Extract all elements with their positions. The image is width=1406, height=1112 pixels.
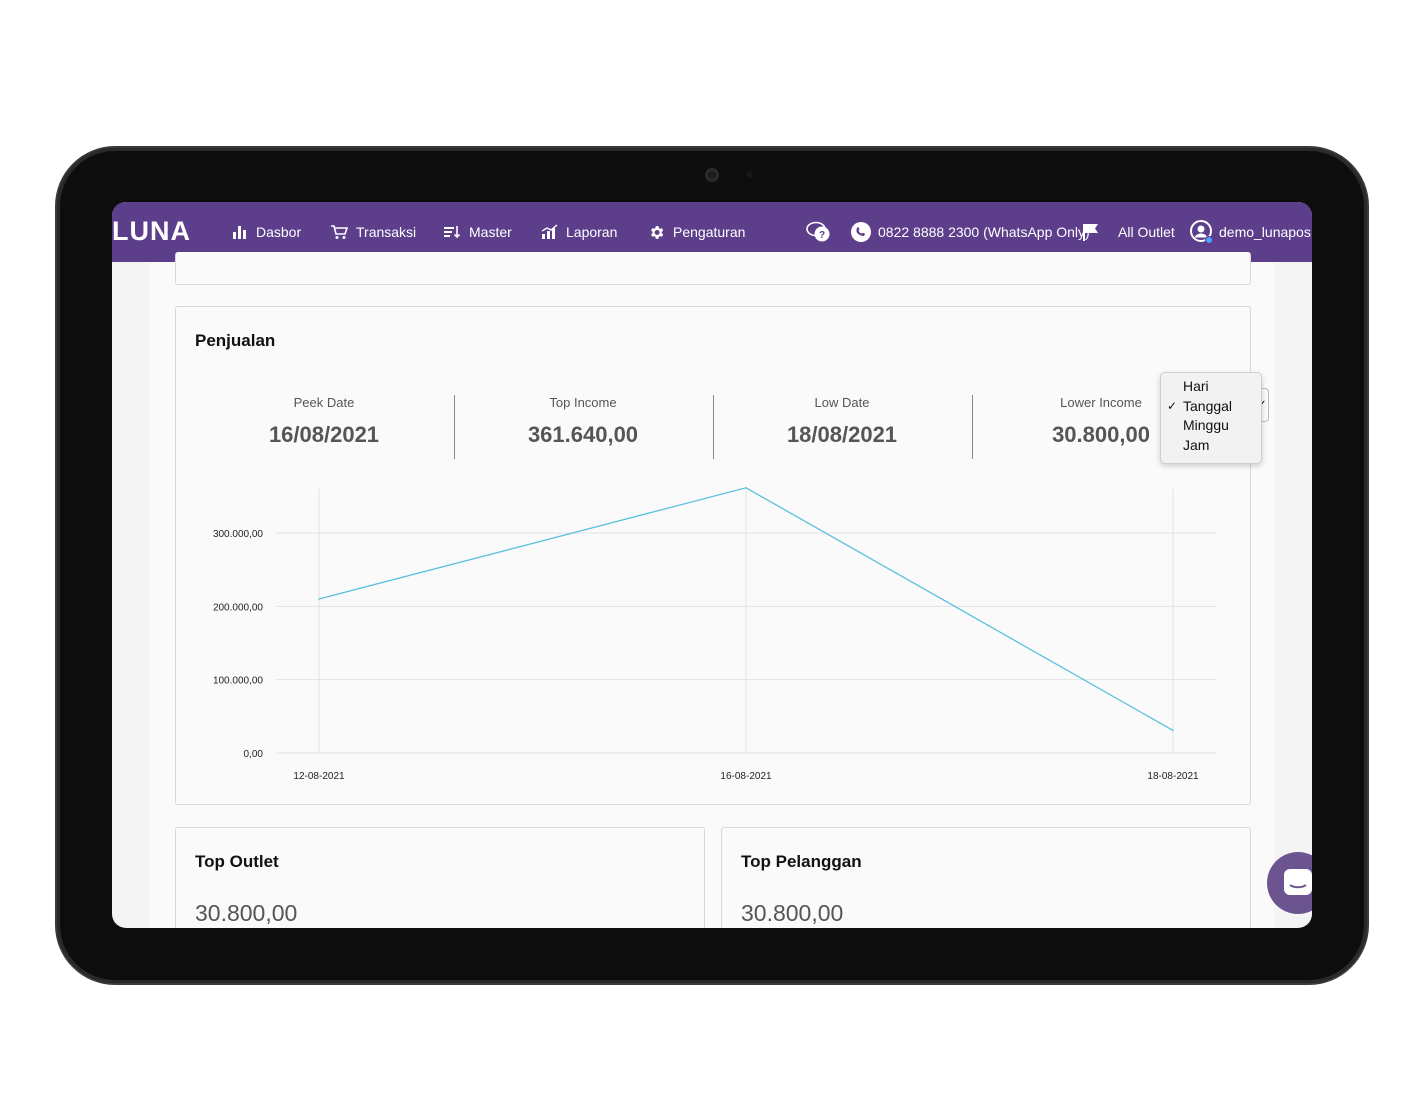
report-chart-icon [541, 224, 558, 239]
x-tick-label: 18-08-2021 [1147, 771, 1199, 782]
sales-data-point [745, 486, 747, 489]
gear-icon [651, 225, 664, 239]
y-tick-label: 300.000,00 [213, 529, 263, 540]
nav-dasbor[interactable]: Dasbor [232, 202, 301, 262]
checkmark-icon: ✓ [1167, 398, 1178, 413]
cart-icon [331, 225, 348, 239]
period-option-hari[interactable]: Hari [1161, 377, 1261, 397]
period-option-minggu[interactable]: Minggu [1161, 416, 1261, 436]
sales-card-title: Penjualan [195, 331, 276, 350]
whatsapp-icon [851, 222, 871, 242]
x-tick-label: 16-08-2021 [720, 771, 772, 782]
outlet-filter[interactable]: All Outlet [1118, 202, 1175, 262]
stat-divider [454, 395, 455, 459]
help-button[interactable]: ? [806, 202, 832, 262]
x-tick-label: 12-08-2021 [293, 771, 345, 782]
flag-icon [1083, 224, 1098, 241]
period-dropdown[interactable]: Hari ✓ Tanggal Minggu Jam [1160, 372, 1262, 464]
y-tick-label: 100.000,00 [213, 676, 263, 687]
chat-icon [1284, 869, 1312, 895]
stat-label: Low Date [814, 395, 870, 410]
y-tick-label: 0,00 [244, 749, 264, 760]
top-customer-card: Top Pelanggan 30.800,00 [721, 827, 1251, 928]
option-label: Hari [1183, 378, 1209, 394]
luna-logo[interactable]: LUNA [112, 216, 191, 246]
nav-pengaturan-label: Pengaturan [673, 224, 746, 240]
live-chat-button[interactable] [1267, 852, 1312, 914]
period-option-tanggal[interactable]: ✓ Tanggal [1161, 397, 1261, 417]
outlet-filter-label: All Outlet [1118, 224, 1175, 240]
y-tick-label: 200.000,00 [213, 602, 263, 613]
top-outlet-title: Top Outlet [195, 852, 279, 871]
whatsapp-contact[interactable]: 0822 8888 2300 (WhatsApp Only) [850, 202, 1090, 262]
stat-divider [972, 395, 973, 459]
top-customer-title: Top Pelanggan [741, 852, 862, 871]
sales-line-chart: 0,00 100.000,00 200.000,00 300.000,00 12-08-… [213, 486, 1216, 782]
period-option-jam[interactable]: Jam [1161, 436, 1261, 456]
stat-low-date: Low Date 18/08/2021 [713, 395, 971, 448]
stat-value: 18/08/2021 [786, 422, 898, 447]
bar-chart-icon [233, 226, 246, 239]
sales-data-point [1172, 729, 1174, 732]
top-outlet-value: 30.800,00 [195, 900, 298, 926]
nav-master[interactable]: Master [444, 202, 512, 262]
stat-top-income: Top Income 361.640,00 [454, 395, 712, 448]
stat-label: Lower Income [1060, 395, 1142, 410]
nav-laporan[interactable]: Laporan [541, 202, 617, 262]
whatsapp-number: 0822 8888 2300 (WhatsApp Only) [878, 224, 1090, 240]
camera-sensor [746, 171, 753, 178]
stat-peek-date: Peek Date 16/08/2021 [195, 395, 453, 448]
stat-lower-income: Lower Income 30.800,00 [972, 395, 1230, 448]
option-label: Tanggal [1183, 397, 1233, 414]
stat-divider [713, 395, 714, 459]
top-customer-value: 30.800,00 [741, 900, 844, 926]
stat-label: Top Income [549, 395, 617, 410]
stat-value: 361.640,00 [527, 422, 639, 447]
stat-label: Peek Date [293, 395, 355, 410]
period-select[interactable]: ✓ [1258, 388, 1269, 422]
nav-dasbor-label: Dasbor [256, 224, 302, 240]
option-label: Jam [1183, 436, 1210, 453]
svg-text:?: ? [819, 230, 825, 241]
flag-button[interactable] [1082, 202, 1100, 262]
nav-laporan-label: Laporan [566, 224, 618, 240]
nav-pengaturan[interactable]: Pengaturan [648, 202, 745, 262]
stat-value: 30.800,00 [1052, 422, 1150, 447]
help-chat-icon: ? [806, 221, 830, 242]
nav-transaksi-label: Transaksi [356, 224, 417, 240]
top-outlet-card: Top Outlet 30.800,00 [175, 827, 705, 928]
nav-master-label: Master [469, 224, 512, 240]
sales-data-point [318, 598, 320, 600]
front-camera [705, 168, 719, 182]
stat-value: 16/08/2021 [268, 422, 380, 447]
option-label: Minggu [1183, 417, 1229, 433]
app-screen: LUNA Dasbor Transaksi Master Laporan Pen… [112, 202, 1312, 928]
username: demo_lunapos [1219, 224, 1311, 240]
user-menu[interactable]: demo_lunapos [1190, 202, 1311, 262]
sales-card: Penjualan Peek Date 16/08/2021 Top Incom… [175, 306, 1251, 805]
previous-card [175, 252, 1251, 285]
user-avatar-icon [1190, 220, 1213, 244]
sort-list-icon [444, 226, 461, 239]
dashboard-content: Penjualan Peek Date 16/08/2021 Top Incom… [150, 252, 1274, 928]
nav-transaksi[interactable]: Transaksi [330, 202, 416, 262]
